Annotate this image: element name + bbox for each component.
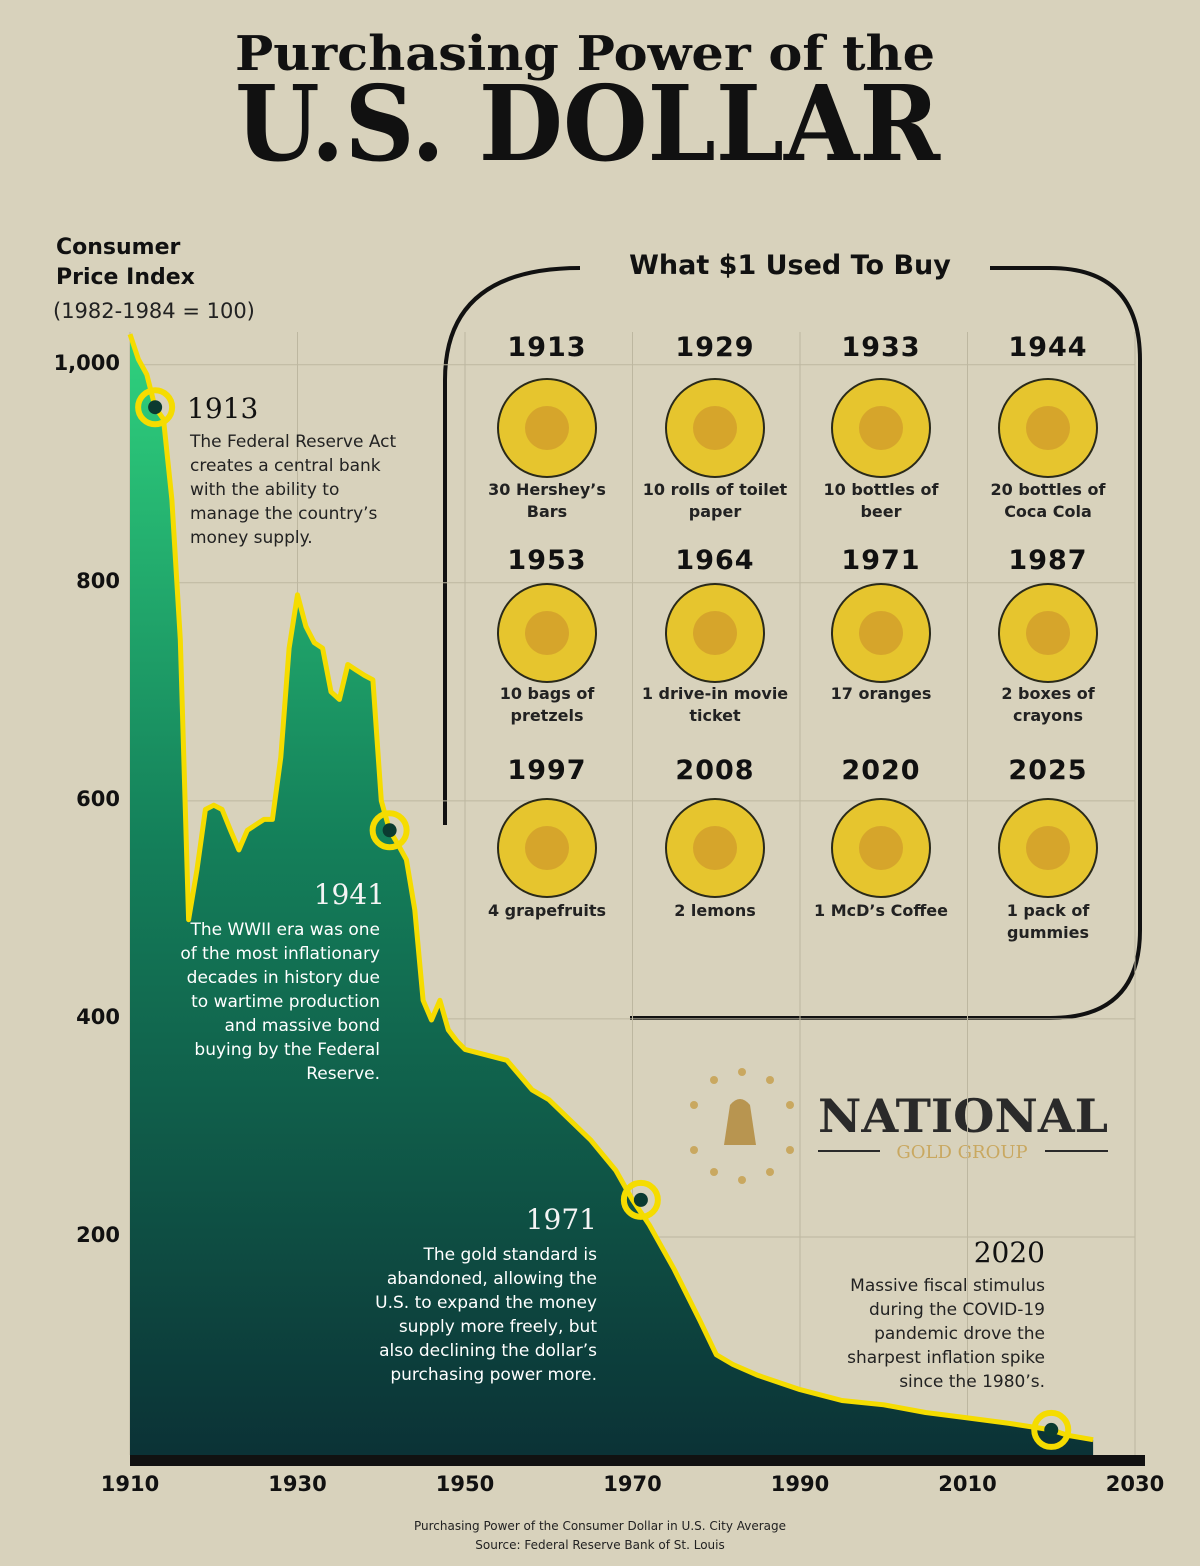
title-line-1: Purchasing Power of the	[235, 26, 935, 82]
item-year: 1997	[507, 755, 587, 786]
annotation-text: The WWII era was one of the most inflati…	[180, 920, 380, 1084]
item-icon-inner	[1026, 406, 1070, 450]
item-label: 1 pack of gummies	[1006, 901, 1090, 942]
item-label: 2 lemons	[674, 901, 756, 920]
logo-mark	[690, 1068, 794, 1184]
item-year: 1933	[841, 332, 921, 363]
caption: Purchasing Power of the Consumer Dollar …	[413, 1519, 787, 1533]
annotation-marker	[1031, 1409, 1072, 1450]
item-label: 30 Hershey’s Bars	[488, 480, 606, 521]
item-year: 2008	[675, 755, 755, 786]
item-icon-inner	[693, 826, 737, 870]
annotation-text: The Federal Reserve Act creates a centra…	[190, 432, 397, 548]
item-year: 1913	[507, 332, 587, 363]
item-label: 10 bottles of beer	[823, 480, 939, 521]
item-icon-inner	[859, 826, 903, 870]
annotation-marker	[135, 387, 176, 428]
annotation-text: Massive fiscal stimulus during the COVID…	[847, 1276, 1045, 1392]
panel-frame	[443, 266, 581, 825]
item-year: 1929	[675, 332, 755, 363]
y-axis-note: (1982-1984 = 100)	[53, 299, 255, 323]
logo-tagline: GOLD GROUP	[896, 1142, 1027, 1163]
annotation-year: 1941	[313, 878, 385, 911]
annotation-text: The gold standard is abandoned, allowing…	[375, 1245, 597, 1385]
item-label: 20 bottles of Coca Cola	[990, 480, 1106, 521]
item-label: 1 drive-in movie ticket	[641, 684, 789, 725]
item-label: 17 oranges	[830, 684, 932, 703]
x-tick-label: 2030	[1105, 1472, 1165, 1496]
y-tick-label: 600	[76, 786, 120, 811]
annotation-dot	[148, 400, 163, 415]
item-icon-inner	[525, 611, 569, 655]
x-tick-label: 1930	[268, 1472, 327, 1496]
item-icon-inner	[693, 406, 737, 450]
x-tick-label: 1950	[435, 1472, 495, 1496]
annotation-marker	[620, 1179, 661, 1220]
area	[130, 334, 1094, 1456]
item-icon-inner	[1026, 611, 1070, 655]
item-label: 4 grapefruits	[487, 901, 607, 920]
item-icon-inner	[525, 406, 569, 450]
x-axis-bar	[130, 1455, 1145, 1466]
item-label: 1 McD’s Coffee	[814, 901, 948, 920]
y-tick-label: 200	[76, 1222, 120, 1247]
item-icon-inner	[859, 611, 903, 655]
annotation-dot	[382, 823, 397, 838]
item-label: 2 boxes of crayons	[1001, 684, 1095, 725]
x-tick-label: 1910	[100, 1472, 160, 1496]
item-year: 1953	[507, 545, 587, 576]
x-tick-label: 2010	[938, 1472, 997, 1496]
y-tick-label: 800	[76, 568, 120, 593]
item-icon-inner	[859, 406, 903, 450]
item-label: 10 rolls of toilet paper	[642, 480, 788, 521]
annotation-dot	[633, 1192, 648, 1207]
panel-frame	[630, 266, 1142, 1020]
item-year: 1964	[675, 545, 755, 576]
logo-name: NATIONAL	[818, 1089, 1108, 1143]
source: Source: Federal Reserve Bank of St. Loui…	[475, 1538, 725, 1552]
item-icon-inner	[693, 611, 737, 655]
annotation-marker	[369, 810, 410, 851]
x-tick-label: 1970	[603, 1472, 662, 1496]
item-label: 10 bags of pretzels	[499, 684, 595, 725]
item-year: 1987	[1008, 545, 1088, 576]
item-icon-inner	[1026, 826, 1070, 870]
annotation-year: 1913	[187, 392, 259, 425]
title-line-2: U.S. DOLLAR	[235, 62, 941, 185]
x-tick-label: 1990	[770, 1472, 830, 1496]
panel-title: What $1 Used To Buy	[629, 250, 951, 281]
item-year: 1944	[1008, 332, 1088, 363]
y-axis-label: Consumer Price Index	[56, 235, 195, 290]
y-tick-label: 1,000	[53, 350, 120, 375]
item-year: 2025	[1008, 755, 1088, 786]
y-tick-label: 400	[76, 1004, 120, 1029]
annotation-year: 1971	[525, 1203, 597, 1236]
annotation-year: 2020	[973, 1236, 1045, 1269]
item-year: 1971	[841, 545, 921, 576]
item-year: 2020	[841, 755, 921, 786]
annotation-dot	[1044, 1422, 1059, 1437]
item-icon-inner	[525, 826, 569, 870]
